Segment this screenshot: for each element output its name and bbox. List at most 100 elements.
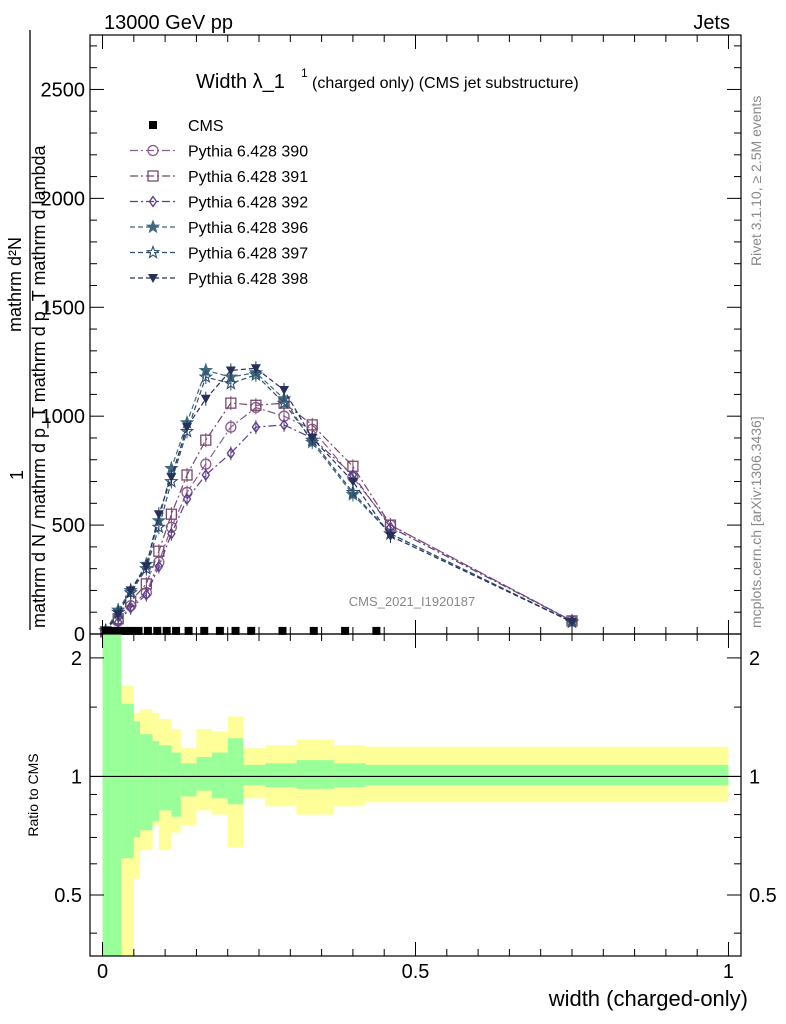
stat-uncertainty-band-bin [180, 763, 197, 797]
series-line [105, 369, 573, 632]
plot-title: Width λ_1 1 (charged only) (CMS jet subs… [196, 66, 579, 93]
data-point [341, 626, 350, 635]
legend-entry: Pythia 6.428 397 [130, 244, 308, 263]
stat-uncertainty-band-bin [296, 760, 335, 789]
ratio-y-tick-label: 1 [71, 766, 82, 788]
data-point [251, 420, 261, 434]
data-point [153, 545, 165, 557]
y-tick-label: 2000 [41, 188, 86, 210]
y-tick-label: 0 [74, 624, 85, 646]
legend: CMS Pythia 6.428 390 Pythia 6.428 391 Pythi… [130, 118, 308, 288]
legend-label: Pythia 6.428 390 [188, 144, 308, 161]
ratio-y-tick-label: 2 [71, 648, 82, 670]
series-cms [101, 626, 381, 635]
main-plot-panel: 0 500 1000 1500 2000 2500 CMS_2021_I1920187 W… [41, 34, 742, 646]
series-pythia-6-428-397 [98, 367, 580, 638]
data-point [167, 527, 176, 540]
legend-label: Pythia 6.428 391 [188, 169, 308, 186]
data-point [101, 626, 110, 635]
data-point [166, 473, 177, 483]
data-point [215, 626, 224, 635]
legend-marker [149, 121, 157, 129]
data-point [184, 626, 193, 635]
stat-uncertainty-band-bin [152, 741, 159, 822]
legend-label: Pythia 6.428 397 [188, 246, 308, 263]
data-point [225, 397, 237, 409]
title-sup: 1 [301, 66, 308, 80]
data-point [120, 626, 129, 635]
data-point [347, 477, 358, 487]
legend-entry: Pythia 6.428 390 [130, 144, 308, 161]
analysis-watermark: CMS_2021_I1920187 [349, 594, 476, 609]
data-point [279, 418, 289, 432]
data-point [198, 369, 214, 384]
data-point [372, 626, 381, 635]
stat-uncertainty-band-bin [102, 634, 116, 956]
data-point [143, 626, 152, 635]
stat-uncertainty-band-bin [334, 763, 366, 788]
data-point [141, 562, 152, 572]
data-point [250, 364, 261, 374]
ratio-y-label: Ratio to CMS [25, 753, 41, 836]
legend-marker [148, 274, 158, 283]
series-line [105, 367, 573, 632]
ratio-y-tick-label-right: 0.5 [749, 885, 777, 907]
legend-label: Pythia 6.428 398 [188, 271, 308, 288]
legend-entry: Pythia 6.428 391 [130, 169, 308, 186]
stat-uncertainty-band-bin [171, 752, 181, 817]
mcplots-label: mcplots.cern.ch [arXiv:1306.3436] [748, 416, 764, 628]
x-tick-label: 0.5 [402, 961, 430, 983]
series-pythia-6-428-390 [99, 400, 578, 640]
data-point [125, 586, 136, 596]
stat-uncertainty-band-bin [227, 738, 244, 805]
series-pythia-6-428-396 [98, 362, 580, 638]
stat-uncertainty-band-bin [196, 757, 213, 791]
y-tick-label: 2500 [41, 79, 86, 101]
data-point [307, 433, 318, 443]
data-point [182, 492, 192, 506]
data-point [126, 626, 135, 635]
y-tick-label: 500 [52, 515, 85, 537]
stat-uncertainty-band-bin [140, 734, 153, 831]
legend-entry: CMS [149, 118, 224, 135]
data-point [306, 419, 318, 431]
legend-entry: Pythia 6.428 396 [130, 219, 308, 237]
data-point [107, 626, 116, 635]
y-label-numerator: mathrm d²N [5, 237, 25, 332]
ratio-y-tick-label: 0.5 [54, 885, 82, 907]
data-point [151, 519, 167, 534]
ratio-y-tick-label-right: 1 [749, 766, 760, 788]
stat-uncertainty-band-bin [243, 764, 266, 786]
y-tick-label: 1500 [41, 297, 86, 319]
stat-uncertainty-band-bin [121, 703, 134, 859]
data-point [200, 626, 209, 635]
data-point [126, 601, 135, 614]
legend-label: CMS [188, 118, 224, 135]
data-point [225, 421, 237, 433]
data-point [182, 423, 193, 433]
stat-uncertainty-band-bin [133, 721, 141, 838]
legend-marker [147, 170, 159, 182]
series-pythia-6-428-398 [100, 361, 577, 639]
legend-marker [148, 195, 158, 208]
stat-uncertainty-band-bin [158, 745, 172, 811]
data-point [223, 375, 238, 390]
series-pythia-6-428-391 [99, 396, 578, 639]
data-point [225, 366, 236, 376]
y-tick-label: 1000 [41, 406, 86, 428]
data-point [250, 399, 262, 411]
data-point [113, 610, 124, 620]
y-axis-label: 1 mathrm d²N mathrm d N / mathrm d p_T m… [5, 30, 50, 630]
legend-label: Pythia 6.428 392 [188, 195, 308, 212]
title-main: Width λ_1 [196, 71, 285, 93]
data-point [279, 386, 290, 396]
data-point [142, 588, 151, 601]
data-point [134, 626, 143, 635]
data-point [114, 626, 123, 635]
data-point [172, 626, 181, 635]
data-point [162, 626, 171, 635]
series-pythia-6-428-392 [101, 417, 577, 640]
ratio-plot-panel: 0.5 0.5 1 1 2 2 0 0.5 1 [54, 633, 777, 983]
